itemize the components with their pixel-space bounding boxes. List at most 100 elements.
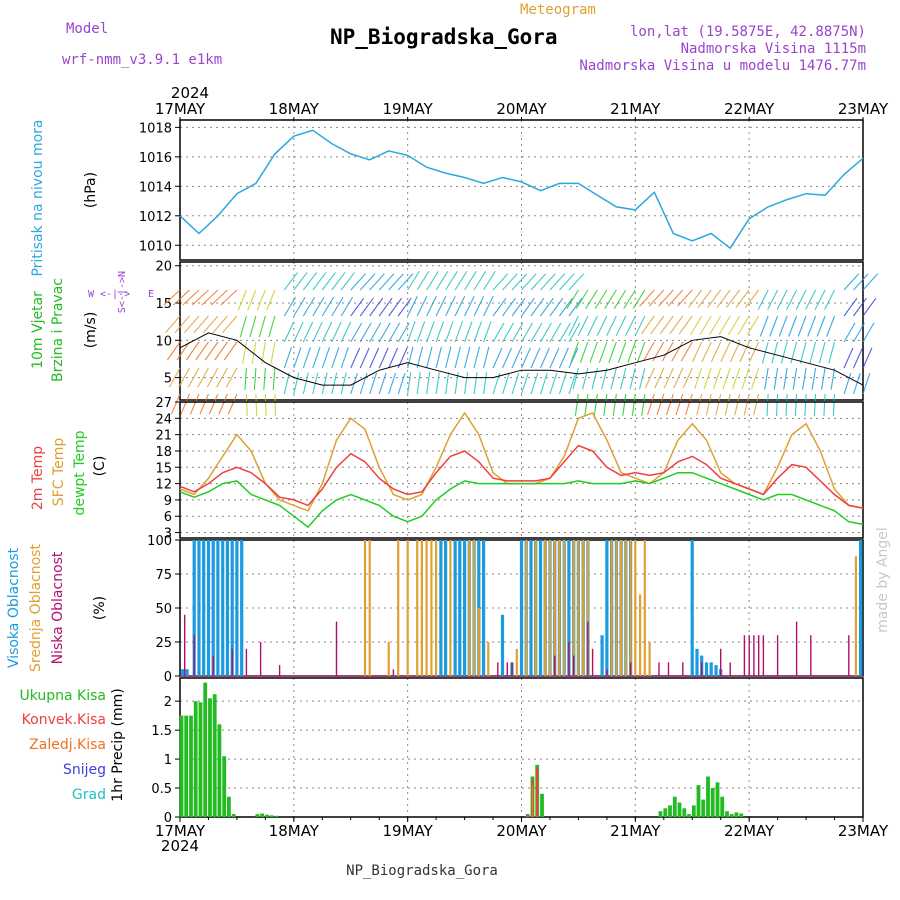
high-cloud-bar (202, 540, 206, 676)
mid-cloud-bar (368, 540, 371, 676)
wind-arrow (416, 295, 428, 317)
temp-tick-label: 24 (155, 412, 172, 427)
wind-arrow (549, 297, 564, 317)
wind-arrow (629, 367, 636, 390)
wind-arrow (795, 289, 807, 310)
wind-arrow (650, 315, 665, 335)
wind-arrow (170, 393, 181, 415)
wind-arrow (197, 367, 209, 388)
precip-tick-label: 1.5 (151, 724, 172, 739)
wind-arrow (608, 341, 617, 363)
high-cloud-bar (605, 540, 609, 676)
wind-arrow (242, 341, 247, 364)
temp-label-2m: 2m Temp (30, 446, 46, 510)
mid-cloud-bar (586, 540, 589, 676)
wind-arrow (407, 271, 420, 291)
wind-arrow (397, 297, 412, 317)
wind-arrow (675, 393, 684, 416)
wind-arrow (426, 321, 435, 343)
wind-arrow (378, 297, 393, 317)
low-cloud-bar (667, 662, 670, 676)
wind-arrow (302, 321, 314, 343)
legend-frozen: Zaledj.Kisa (29, 737, 106, 753)
high-cloud-bar (567, 540, 571, 676)
wind-arrow (671, 341, 684, 362)
pressure-line (179, 129, 864, 250)
wind-arrow (826, 315, 836, 337)
wind-arrow (617, 341, 627, 363)
wind-arrow (206, 367, 219, 388)
wind-arrow (378, 347, 389, 369)
wind-arrow (558, 347, 569, 369)
low-cloud-bar (392, 669, 395, 676)
high-cloud-bar (185, 669, 189, 676)
wind-arrow (606, 315, 617, 337)
wind-arrow (502, 347, 513, 369)
high-cloud-bar (704, 662, 709, 676)
mid-cloud-bar (639, 594, 642, 676)
wind-arrow (350, 347, 361, 369)
wind-arrow (369, 347, 380, 369)
temp-tick-label: 3 (164, 527, 172, 542)
total-precip-bar (715, 782, 720, 818)
date-label-bottom: 21MAY (610, 822, 661, 840)
date-label-top: 18MAY (269, 100, 320, 118)
mid-cloud-bar (515, 648, 518, 676)
low-cloud-bar (506, 662, 508, 676)
cloud-tick-label: 25 (155, 636, 172, 651)
total-precip-bar (208, 698, 212, 817)
wind-arrow (359, 273, 376, 291)
wind-arrow (245, 393, 248, 417)
total-precip-bar (658, 811, 663, 817)
wind-arrow (369, 273, 385, 291)
wind-arrow (673, 367, 684, 389)
wind-arrow (521, 273, 537, 291)
wind-arrow (369, 297, 384, 317)
wind-arrow (369, 372, 378, 395)
wind-arrow (852, 372, 861, 395)
wind-arrow (558, 372, 567, 395)
mid-cloud-bar (558, 540, 561, 676)
total-precip-bar (184, 715, 189, 817)
wind-arrow (737, 315, 750, 336)
footer-station: NP_Biogradska_Gora (346, 863, 498, 879)
wind-arrow (258, 315, 266, 338)
wind-arrow (426, 295, 437, 317)
pressure-unit: (hPa) (83, 172, 99, 208)
wind-arrow (302, 372, 309, 395)
wind-arrow (710, 341, 722, 363)
wind-arrow (598, 341, 608, 363)
low-cloud-bar (701, 662, 703, 676)
precip-panel: 0 0.5 1 1.5 2 (151, 677, 864, 826)
date-label-bottom: 23MAY (838, 822, 889, 840)
wind-arrow (596, 315, 608, 337)
high-cloud-bar (458, 540, 462, 676)
mid-cloud-bar (406, 540, 409, 676)
cloud-tick-label: 100 (147, 534, 172, 549)
wind-arrow (843, 297, 858, 317)
mid-cloud-bar (582, 540, 585, 676)
wind-arrow (210, 289, 228, 306)
wind-unit: (m/s) (83, 312, 99, 349)
wind-arrow (636, 341, 646, 363)
wind-arrow (665, 393, 674, 416)
wind-label-2: Brzina i Pravac (50, 278, 66, 382)
total-precip-bar (274, 815, 279, 817)
low-cloud-bar (231, 648, 233, 676)
wind-arrow (454, 346, 461, 369)
precip-tick-label: 0 (164, 811, 172, 826)
wind-arrow (696, 393, 703, 416)
total-precip-bar (231, 814, 236, 817)
wind-arrow (601, 367, 608, 390)
wind-arrow (589, 341, 598, 363)
high-cloud-bar (235, 540, 239, 676)
lonlat-text: lon,lat (19.5875E, 42.8875N) (630, 24, 866, 40)
wind-arrow (244, 367, 247, 390)
wind-arrow (832, 393, 836, 417)
wind-arrow (192, 289, 209, 306)
wind-arrow (426, 372, 431, 395)
wind-arrow (203, 315, 219, 333)
wind-arrow (729, 341, 741, 363)
wind-arrow (558, 322, 571, 343)
panel-frame (179, 261, 864, 401)
